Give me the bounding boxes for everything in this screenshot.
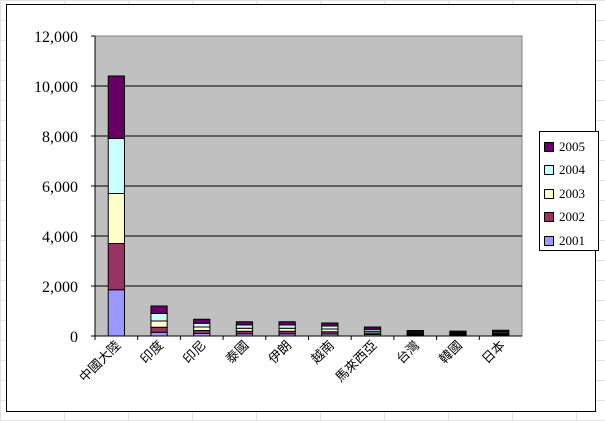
bar-segment[interactable]	[193, 322, 211, 328]
chart-legend[interactable]: 2005 2004 2003 2002 2001	[539, 131, 599, 251]
legend-item[interactable]: 2001	[544, 229, 598, 253]
bar-segment[interactable]	[107, 138, 125, 194]
x-tick-label: 印度	[137, 338, 167, 368]
legend-label: 2001	[559, 232, 585, 248]
bar-segment[interactable]	[363, 326, 382, 330]
legend-item[interactable]: 2002	[544, 206, 598, 230]
x-tick-label: 馬來西亞	[333, 338, 380, 385]
y-tick-label: 0	[70, 329, 78, 346]
bar-segment[interactable]	[107, 75, 125, 139]
bar-segment[interactable]	[492, 329, 510, 333]
bar-segment[interactable]	[107, 289, 125, 337]
x-tick-label: 台灣	[394, 338, 423, 367]
bar-segment[interactable]	[107, 243, 125, 291]
y-tick-label: 2,000	[42, 279, 78, 296]
legend-item[interactable]: 2004	[544, 159, 598, 183]
y-tick-label: 12,000	[34, 29, 78, 46]
x-tick-label: 伊朗	[266, 338, 295, 367]
legend-swatch	[544, 188, 554, 199]
legend-item[interactable]: 2005	[544, 135, 598, 159]
bar-segment[interactable]	[406, 330, 424, 333]
legend-item[interactable]: 2003	[544, 182, 598, 206]
legend-swatch	[544, 141, 554, 152]
x-tick-label: 韓國	[437, 338, 466, 367]
bar-segment[interactable]	[235, 321, 254, 326]
x-tick-label: 印尼	[181, 338, 210, 367]
stacked-bar-chart: 0 2,000 4,000 6,000 8,000 10,000 12,000 中國大陸 印度…	[34, 29, 523, 386]
legend-swatch	[544, 235, 554, 246]
bar-segment[interactable]	[278, 321, 296, 326]
bar-segment[interactable]	[193, 326, 211, 331]
bar-segment[interactable]	[150, 313, 168, 322]
x-tick-label: 中國大陸	[76, 338, 124, 386]
y-tick-label: 8,000	[42, 129, 78, 146]
legend-label: 2005	[559, 138, 585, 154]
legend-label: 2002	[559, 209, 585, 225]
y-tick-label: 4,000	[42, 229, 78, 246]
bar-segment[interactable]	[193, 318, 211, 324]
bar-segment[interactable]	[107, 193, 125, 244]
bar-segment[interactable]	[150, 305, 168, 314]
legend-label: 2003	[559, 185, 585, 201]
bar-segment[interactable]	[321, 322, 339, 327]
bar-segment[interactable]	[150, 331, 168, 337]
legend-swatch	[544, 165, 554, 176]
x-tick-label: 泰國	[223, 338, 252, 367]
bar-segment[interactable]	[449, 330, 467, 333]
y-tick-label: 10,000	[34, 79, 78, 96]
x-tick-label: 日本	[479, 338, 508, 367]
chart-area[interactable]: 0 2,000 4,000 6,000 8,000 10,000 12,000 中國大陸 印度…	[6, 4, 599, 412]
y-tick-label: 6,000	[42, 179, 78, 196]
x-tick-label: 越南	[308, 338, 338, 368]
bar-segment[interactable]	[150, 326, 168, 333]
legend-swatch	[544, 212, 554, 223]
legend-label: 2004	[559, 162, 585, 178]
bar-segment[interactable]	[150, 320, 168, 328]
